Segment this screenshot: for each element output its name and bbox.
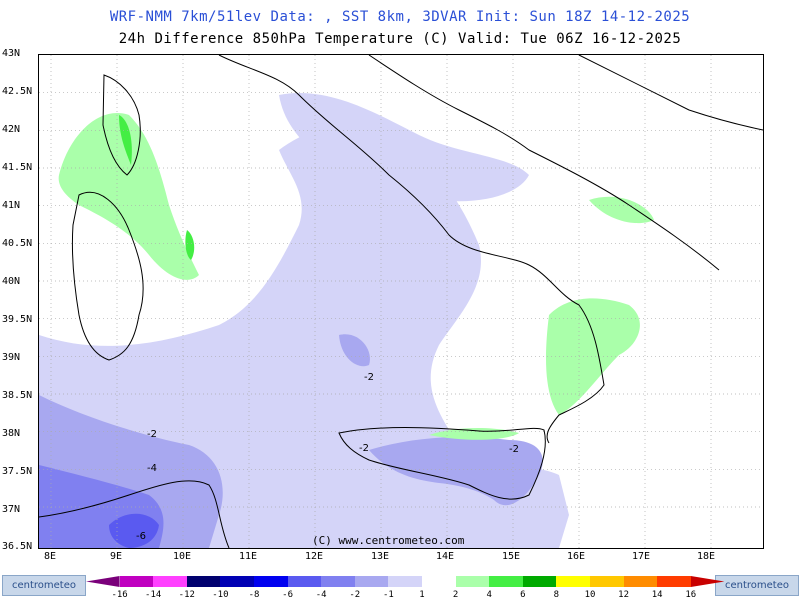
colorbar-swatch: [287, 576, 322, 587]
colorbar-label: 1: [419, 590, 425, 600]
green-puglia: [589, 196, 654, 224]
light-blue-upper: [279, 93, 529, 202]
colorbar-label: -2: [349, 590, 361, 600]
lat-label: 42.5N: [2, 86, 33, 97]
italy-coast: [218, 54, 605, 444]
colorbar-label: -1: [382, 590, 394, 600]
lat-label: 39N: [2, 352, 21, 363]
graticule: [39, 55, 763, 548]
colorbar-swatch: [254, 576, 288, 587]
lat-label: 39.5N: [2, 314, 33, 325]
contour-label: -2: [509, 444, 519, 455]
contour-label: -2: [147, 429, 157, 440]
colorbar-swatch: [119, 576, 154, 587]
colorbar-label: -10: [212, 590, 229, 600]
copyright-text: (C) www.centrometeo.com: [312, 534, 465, 547]
lat-label: 40.5N: [2, 238, 33, 249]
colorbar-swatch: [489, 576, 523, 587]
darker-blue-core: [109, 513, 159, 548]
tunisia-coast: [38, 480, 230, 549]
lat-label: 38N: [2, 428, 21, 439]
colorbar-swatch: [388, 576, 422, 587]
lon-label: 12E: [305, 551, 324, 562]
lat-label: 37.5N: [2, 466, 33, 477]
colorbar-swatch: [623, 576, 658, 587]
colorbar-label: 10: [584, 590, 596, 600]
contour-label: -6: [136, 531, 146, 542]
colorbar-label: 16: [685, 590, 697, 600]
lat-label: 37N: [2, 504, 21, 515]
lon-label: 13E: [371, 551, 390, 562]
colorbar-swatch: [556, 576, 590, 587]
colorbar-swatch: [422, 576, 456, 587]
lon-label: 11E: [239, 551, 258, 562]
colorbar-swatch: [186, 576, 221, 587]
colorbar-label: 12: [618, 590, 630, 600]
colorbar-swatch: [153, 576, 187, 587]
colorbar-label: -12: [178, 590, 195, 600]
medium-blue-spot: [339, 334, 370, 367]
lon-label: 17E: [632, 551, 651, 562]
contour-label: -2: [364, 372, 374, 383]
lon-label: 15E: [502, 551, 521, 562]
lon-label: 18E: [697, 551, 716, 562]
lon-label: 16E: [567, 551, 586, 562]
map-svg: -2 -2 -2 -2 -4 -6: [38, 54, 764, 549]
lon-label: 8E: [44, 551, 57, 562]
lon-label: 14E: [436, 551, 455, 562]
lat-label: 40N: [2, 276, 21, 287]
colorbar-label: 4: [486, 590, 492, 600]
colorbar-swatch: [690, 576, 725, 587]
sicily-coast: [338, 427, 546, 500]
brand-text: centrometeo: [11, 580, 76, 591]
colorbar-swatch: [657, 576, 691, 587]
lat-label: 38.5N: [2, 390, 33, 401]
coastlines: [38, 54, 764, 549]
lon-label: 9E: [110, 551, 123, 562]
mid-green-spot-2: [185, 230, 195, 260]
colorbar-label: 14: [651, 590, 663, 600]
lat-label: 36.5N: [2, 541, 33, 552]
header-line2: 24h Difference 850hPa Temperature (C) Va…: [118, 31, 682, 47]
italy-east-coast: [368, 54, 720, 271]
colorbar-swatch: [354, 576, 389, 587]
colorbar-label: 2: [452, 590, 459, 600]
colorbar-label: -6: [282, 590, 294, 600]
brand-logo-left: centrometeo: [2, 575, 86, 596]
colorbar-label: 8: [553, 590, 560, 600]
brand-logo-right: centrometeo: [715, 575, 799, 596]
colorbar-swatch: [86, 576, 120, 587]
colorbar-swatch: [321, 576, 355, 587]
corsica-coast: [102, 74, 141, 176]
colorbar-swatch: [522, 576, 557, 587]
adriatic-coast: [578, 54, 764, 131]
colorbar-swatch: [455, 576, 490, 587]
colorbar-label: -16: [111, 590, 128, 600]
contour-label: -4: [147, 463, 157, 474]
lat-label: 43N: [2, 48, 21, 59]
lat-label: 41.5N: [2, 162, 33, 173]
header-line1: WRF-NMM 7km/51lev Data: , SST 8km, 3DVAR…: [109, 9, 691, 25]
colorbar-label: -4: [315, 590, 327, 600]
colorbar-swatch: [220, 576, 254, 587]
lat-label: 41N: [2, 200, 21, 211]
medium-blue-sicily: [369, 437, 543, 506]
lat-label: 42N: [2, 124, 21, 135]
map-panel: -2 -2 -2 -2 -4 -6: [38, 54, 764, 549]
colorbar-label: -14: [145, 590, 162, 600]
green-calabria: [546, 298, 640, 415]
contour-label: -2: [359, 443, 369, 454]
brand-text: centrometeo: [724, 580, 789, 591]
colorbar-label: -8: [248, 590, 260, 600]
colorbar-label: 6: [520, 590, 526, 600]
lon-label: 10E: [173, 551, 192, 562]
contour-labels: -2 -2 -2 -2 -4 -6: [136, 372, 519, 542]
colorbar-swatch: [590, 576, 624, 587]
green-sardinia: [58, 113, 199, 280]
mid-green-spot: [119, 115, 132, 165]
sardinia-coast: [71, 192, 144, 361]
